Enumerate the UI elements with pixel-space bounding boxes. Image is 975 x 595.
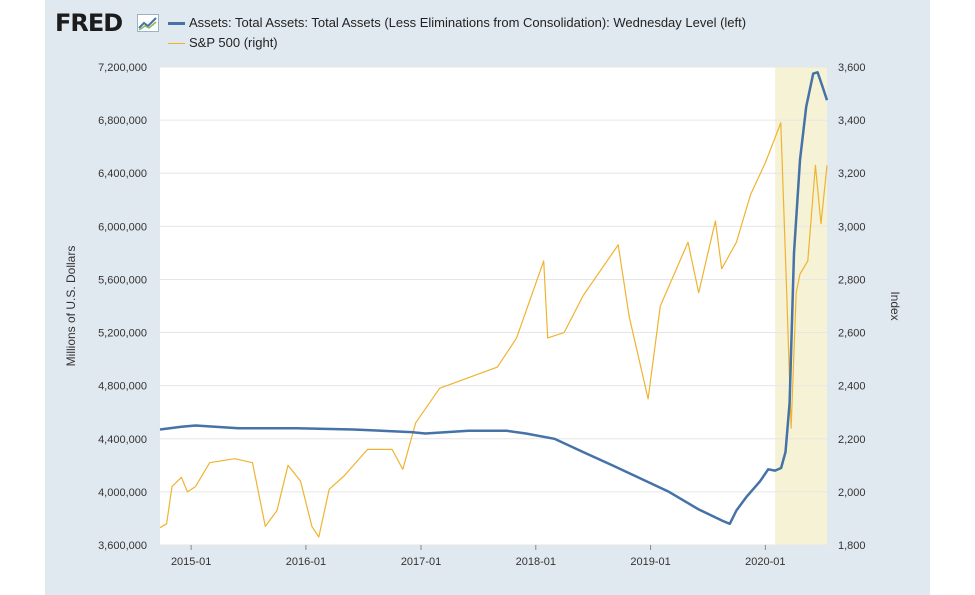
x-tick-label: 2017-01 <box>401 556 441 568</box>
legend-swatch-right <box>168 43 185 45</box>
y-right-tick-label: 2,400 <box>838 381 866 393</box>
legend-label-right: S&P 500 (right) <box>189 35 278 50</box>
y-left-tick-label: 6,000,000 <box>98 221 147 233</box>
series-layer <box>159 71 829 538</box>
y-left-tick-label: 4,000,000 <box>98 487 147 499</box>
y-right-tick-label: 3,600 <box>838 62 866 74</box>
recession-shading-layer <box>775 67 827 545</box>
fred-logo-text: FRED <box>55 9 123 37</box>
y-left-tick-label: 6,400,000 <box>98 168 147 180</box>
y-left-tick-label: 5,200,000 <box>98 328 147 340</box>
plot-area <box>160 67 827 545</box>
x-tick-label: 2019-01 <box>630 556 670 568</box>
tick-layer: 3,600,000 4,000,000 4,400,000 4,800,000 5,20… <box>98 62 865 568</box>
y-right-tick-label: 3,000 <box>838 221 866 233</box>
recession-shading <box>775 67 827 545</box>
y-right-tick-label: 2,600 <box>838 328 866 340</box>
legend-item-left-series[interactable]: Assets: Total Assets: Total Assets (Less… <box>168 15 746 30</box>
y-right-tick-label: 2,200 <box>838 434 866 446</box>
y-right-tick-label: 2,800 <box>838 274 866 286</box>
x-tick-label: 2018-01 <box>516 556 556 568</box>
y-left-tick-label: 7,200,000 <box>98 62 147 74</box>
y-left-tick-label: 4,400,000 <box>98 434 147 446</box>
y-axis-right-title: Index <box>888 291 902 320</box>
y-left-tick-label: 5,600,000 <box>98 274 147 286</box>
y-right-tick-label: 3,400 <box>838 115 866 127</box>
fred-graph-icon <box>137 14 159 32</box>
y-right-tick-label: 2,000 <box>838 487 866 499</box>
x-tick-label: 2016-01 <box>286 556 326 568</box>
y-right-tick-label: 3,200 <box>838 168 866 180</box>
y-left-tick-label: 4,800,000 <box>98 381 147 393</box>
legend-label-left: Assets: Total Assets: Total Assets (Less… <box>189 15 747 30</box>
legend-item-right-series[interactable]: S&P 500 (right) <box>168 35 278 50</box>
x-tick-label: 2015-01 <box>171 556 211 568</box>
x-tick-label: 2020-01 <box>745 556 785 568</box>
y-left-tick-label: 3,600,000 <box>98 540 147 552</box>
y-right-tick-label: 1,800 <box>838 540 866 552</box>
series-line-total-assets <box>159 71 829 526</box>
y-left-tick-label: 6,800,000 <box>98 115 147 127</box>
legend-swatch-left <box>168 22 185 26</box>
series-line-sp500 <box>159 122 828 538</box>
y-axis-left-title: Millions of U.S. Dollars <box>64 246 78 367</box>
